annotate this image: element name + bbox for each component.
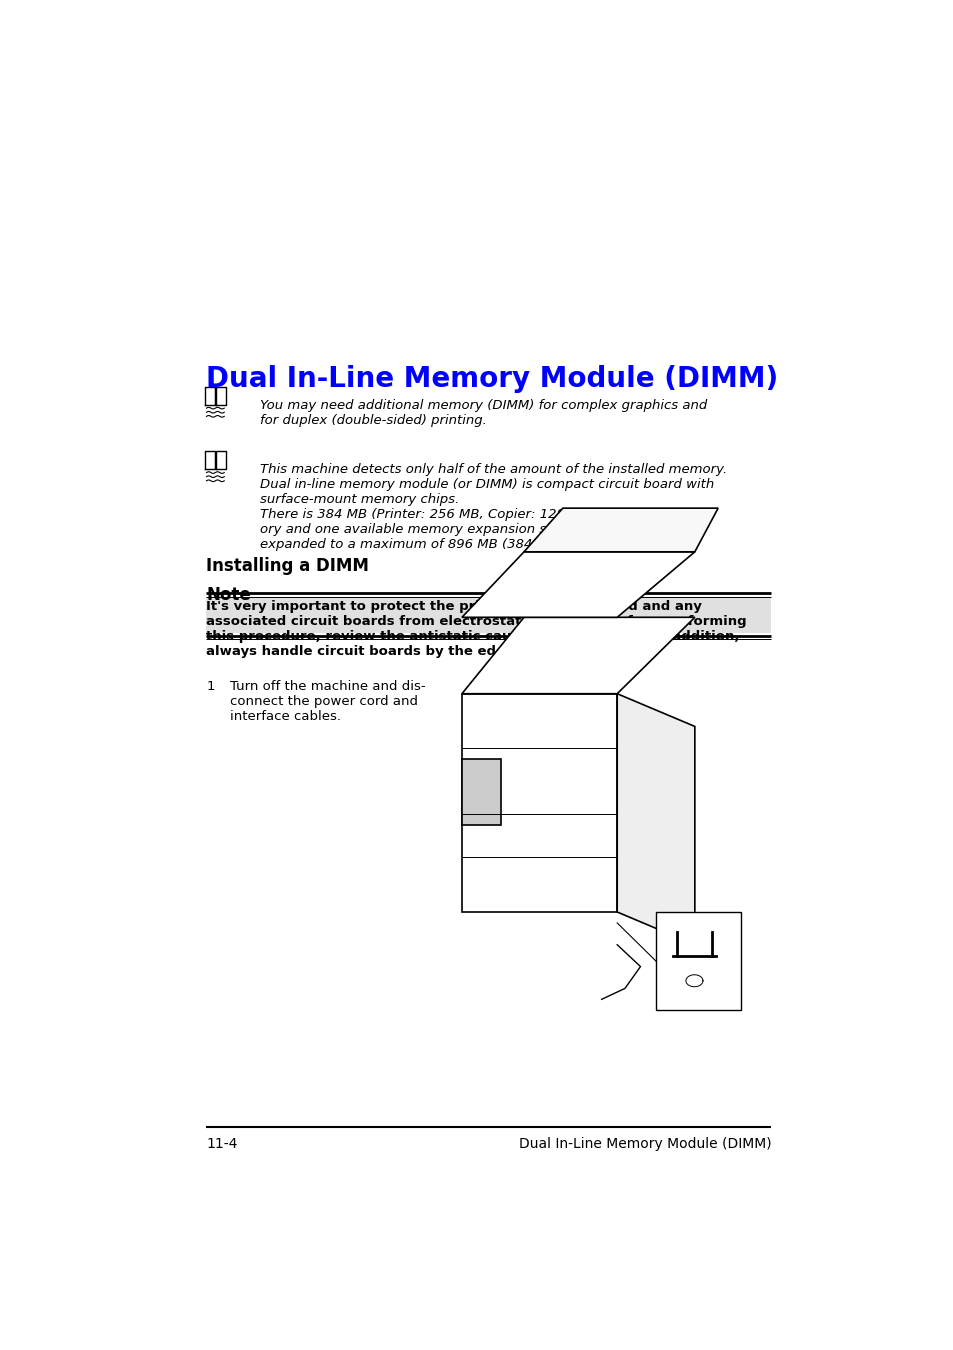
Polygon shape [461,617,694,694]
Text: 1: 1 [206,679,214,693]
Polygon shape [523,508,718,552]
Polygon shape [461,759,500,825]
Text: You may need additional memory (DIMM) for complex graphics and
for duplex (doubl: You may need additional memory (DIMM) fo… [259,400,706,427]
Bar [206,597,771,633]
Text: Dual In-Line Memory Module (DIMM): Dual In-Line Memory Module (DIMM) [206,364,778,393]
Polygon shape [656,913,740,1010]
Text: Dual In-Line Memory Module (DIMM): Dual In-Line Memory Module (DIMM) [518,1137,771,1152]
Polygon shape [461,694,617,913]
Polygon shape [617,694,694,945]
Text: This machine detects only half of the amount of the installed memory.
Dual in-li: This machine detects only half of the am… [259,463,726,551]
Text: 11-4: 11-4 [206,1137,237,1152]
Text: Installing a DIMM: Installing a DIMM [206,558,369,575]
Text: Note: Note [206,586,251,603]
Polygon shape [461,552,694,617]
Text: It's very important to protect the printer controller board and any
associated c: It's very important to protect the print… [206,599,746,657]
Text: Turn off the machine and dis-
connect the power cord and
interface cables.: Turn off the machine and dis- connect th… [230,679,425,722]
